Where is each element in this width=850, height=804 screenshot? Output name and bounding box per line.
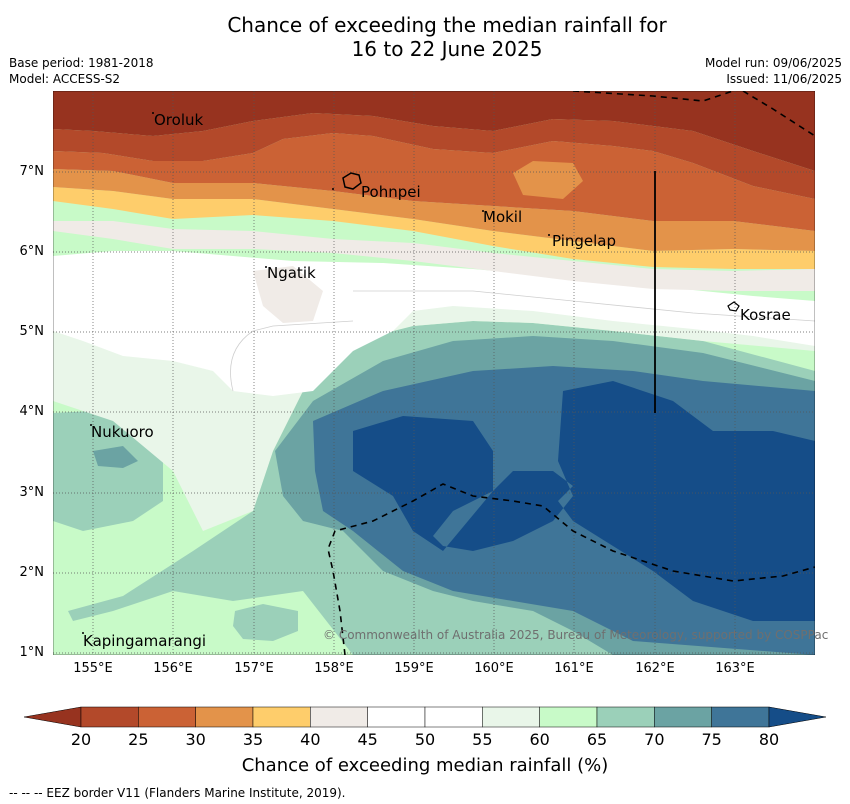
rainfall-probability-map <box>53 91 815 655</box>
lat-tick-2n: 2°N <box>19 565 45 580</box>
place-label-kapingamarangi: Kapingamarangi <box>83 632 207 650</box>
model-run-label: Model run: 09/06/2025 <box>704 56 842 70</box>
lat-tick-1n: 1°N <box>19 645 45 660</box>
colorbar-segment <box>195 706 254 728</box>
colorbar-tick-label: 80 <box>758 730 780 749</box>
colorbar-tick-label: 55 <box>472 730 493 749</box>
colorbar-segment <box>252 706 311 728</box>
colorbar-tick-label: 40 <box>300 730 321 749</box>
place-label-pingelap: Pingelap <box>552 232 617 250</box>
pohnpei-island-outline <box>342 172 362 190</box>
colorbar-tick-label: 50 <box>414 730 436 749</box>
lat-tick-5n: 5°N <box>19 324 45 339</box>
place-label-oroluk: Oroluk <box>154 111 204 129</box>
lat-tick-3n: 3°N <box>19 485 45 500</box>
colorbar-tick-label: 25 <box>128 730 149 749</box>
kosrae-island-outline <box>727 301 740 312</box>
lon-tick-159e: 159°E <box>394 661 434 676</box>
colorbar-over-arrow <box>768 706 826 728</box>
issued-label: Issued: 11/06/2025 <box>726 72 842 86</box>
contour-over-80 <box>353 381 815 621</box>
contour-25-30 <box>53 133 815 231</box>
colorbar-segment <box>539 706 598 728</box>
contour-under-20 <box>53 91 815 171</box>
colorbar-tick-label: 75 <box>701 730 722 749</box>
colorbar-segment <box>596 706 655 728</box>
model-label: Model: ACCESS-S2 <box>9 72 121 86</box>
lon-tick-157e: 157°E <box>234 661 274 676</box>
lon-tick-161e: 161°E <box>554 661 594 676</box>
contour-20-25 <box>53 113 815 199</box>
lon-tick-160e: 160°E <box>474 661 514 676</box>
colorbar-tick-label: 20 <box>70 730 92 749</box>
colorbar-under-arrow <box>24 706 82 728</box>
map-title-line1: Chance of exceeding the median rainfall … <box>227 13 667 37</box>
lon-tick-162e: 162°E <box>635 661 675 676</box>
atoll-markers <box>82 112 550 634</box>
colorbar-tick-label: 65 <box>586 730 608 749</box>
map-title-line2: 16 to 22 June 2025 <box>351 37 543 61</box>
colorbar-segment <box>310 706 368 728</box>
contour-40-45 <box>53 221 815 323</box>
place-label-nukuoro: Nukuoro <box>91 423 154 441</box>
contour-30-35-patch <box>513 161 583 199</box>
place-label-mokil: Mokil <box>483 208 523 226</box>
lon-tick-163e: 163°E <box>715 661 755 676</box>
contour-35-40 <box>53 187 815 269</box>
lon-tick-156e: 156°E <box>153 661 193 676</box>
lon-tick-158e: 158°E <box>314 661 354 676</box>
contour-30-35 <box>53 169 815 251</box>
contour-line <box>230 320 354 392</box>
base-period-label: Base period: 1981-2018 <box>9 56 154 70</box>
colorbar-tick-label: 45 <box>357 730 378 749</box>
eez-footnote: -- -- -- EEZ border V11 (Flanders Marine… <box>9 786 346 800</box>
colorbar-tick-label: 70 <box>644 730 665 749</box>
place-label-kosrae: Kosrae <box>740 306 791 324</box>
colorbar-segment <box>138 706 196 728</box>
colorbar-tick-label: 60 <box>529 730 550 749</box>
colorbar-segment <box>482 706 540 728</box>
colorbar-label: Chance of exceeding median rainfall (%) <box>241 755 609 776</box>
colorbar-segment <box>424 706 483 728</box>
copyright-credit: © Commonwealth of Australia 2025, Bureau… <box>323 628 829 642</box>
colorbar-segment <box>654 706 712 728</box>
lat-tick-6n: 6°N <box>19 244 45 259</box>
colorbar-segment <box>711 706 770 728</box>
contour-line <box>353 290 815 322</box>
lat-tick-4n: 4°N <box>19 404 45 419</box>
eez-border <box>327 91 815 655</box>
contour-70-patch <box>233 604 298 641</box>
colorbar-segment <box>80 706 139 728</box>
colorbar-tick-label: 30 <box>185 730 206 749</box>
place-label-pohnpei: Pohnpei <box>361 183 421 201</box>
colorbar-tick-label: 35 <box>242 730 264 749</box>
place-label-ngatik: Ngatik <box>267 264 316 282</box>
contour-45-55 <box>53 251 815 396</box>
lon-tick-155e: 155°E <box>73 661 113 676</box>
colorbar-segment <box>367 706 426 728</box>
lat-tick-7n: 7°N <box>19 164 45 179</box>
colorbar <box>24 706 826 728</box>
